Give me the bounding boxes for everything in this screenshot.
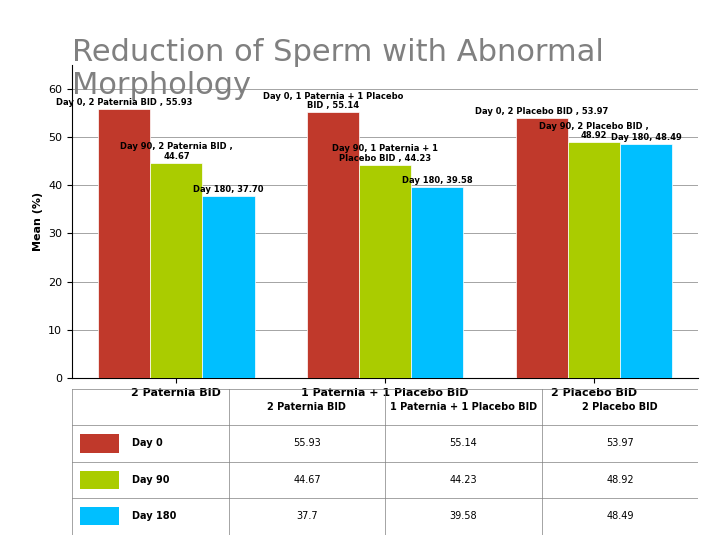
Text: Day 90, 2 Placebo BID ,
48.92: Day 90, 2 Placebo BID , 48.92 — [539, 122, 649, 140]
Text: 39.58: 39.58 — [450, 511, 477, 522]
Text: Day 180: Day 180 — [132, 511, 176, 522]
Text: Day 0, 2 Placebo BID , 53.97: Day 0, 2 Placebo BID , 53.97 — [475, 107, 608, 116]
Bar — [568, 142, 620, 378]
Text: 37.7: 37.7 — [296, 511, 318, 522]
Text: 48.92: 48.92 — [606, 475, 634, 485]
Text: Day 0: Day 0 — [132, 438, 162, 449]
Text: Day 90, 1 Paternia + 1
Placebo BID , 44.23: Day 90, 1 Paternia + 1 Placebo BID , 44.… — [332, 144, 438, 163]
Bar — [620, 144, 672, 378]
Y-axis label: Mean (%): Mean (%) — [32, 192, 42, 251]
Bar — [80, 434, 119, 453]
Text: Reduction of Sperm with Abnormal
Morphology: Reduction of Sperm with Abnormal Morphol… — [72, 38, 604, 100]
Text: 55.93: 55.93 — [293, 438, 321, 449]
Bar — [359, 165, 411, 378]
Bar — [516, 118, 568, 378]
Text: Day 180, 48.49: Day 180, 48.49 — [611, 133, 682, 143]
Text: 48.49: 48.49 — [606, 511, 634, 522]
Text: 1 Paternia + 1 Placebo BID: 1 Paternia + 1 Placebo BID — [390, 402, 537, 412]
Bar — [202, 197, 255, 378]
Bar — [98, 109, 150, 378]
Bar — [150, 163, 202, 378]
Text: Day 0, 1 Paternia + 1 Placebo
BID , 55.14: Day 0, 1 Paternia + 1 Placebo BID , 55.1… — [263, 92, 403, 110]
Bar — [307, 112, 359, 378]
Text: Day 180, 39.58: Day 180, 39.58 — [402, 177, 473, 185]
Text: Day 180, 37.70: Day 180, 37.70 — [194, 185, 264, 194]
Text: Day 0, 2 Paternia BID , 55.93: Day 0, 2 Paternia BID , 55.93 — [56, 98, 192, 106]
Text: 44.23: 44.23 — [450, 475, 477, 485]
Text: 2 Placebo BID: 2 Placebo BID — [582, 402, 658, 412]
Text: 55.14: 55.14 — [449, 438, 477, 449]
Bar — [411, 187, 464, 378]
Text: Day 90, 2 Paternia BID ,
44.67: Day 90, 2 Paternia BID , 44.67 — [120, 142, 233, 161]
Text: 44.67: 44.67 — [293, 475, 320, 485]
Text: 2 Paternia BID: 2 Paternia BID — [267, 402, 346, 412]
Bar — [80, 471, 119, 489]
Text: Day 90: Day 90 — [132, 475, 169, 485]
Text: 53.97: 53.97 — [606, 438, 634, 449]
Bar — [80, 507, 119, 525]
